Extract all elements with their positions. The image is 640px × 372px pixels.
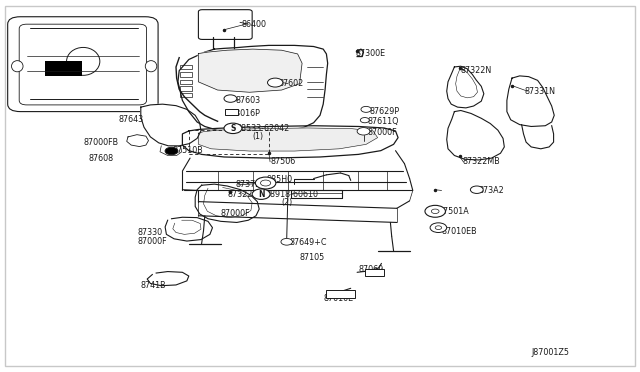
Polygon shape xyxy=(198,128,378,151)
Bar xyxy=(365,269,384,276)
Circle shape xyxy=(224,123,242,134)
Text: 87322M: 87322M xyxy=(228,190,260,199)
Circle shape xyxy=(470,186,483,193)
Circle shape xyxy=(165,147,178,155)
Text: 87069: 87069 xyxy=(358,265,383,274)
Text: 87010EB: 87010EB xyxy=(442,227,477,236)
Polygon shape xyxy=(182,126,398,158)
Polygon shape xyxy=(147,272,189,286)
Circle shape xyxy=(361,106,371,112)
Text: 87608: 87608 xyxy=(88,154,113,163)
Circle shape xyxy=(430,223,447,232)
Polygon shape xyxy=(178,45,328,131)
Circle shape xyxy=(425,205,445,217)
Text: 985H0: 985H0 xyxy=(266,175,292,184)
Bar xyxy=(180,65,192,69)
Bar xyxy=(180,86,192,91)
Text: 86400: 86400 xyxy=(242,20,267,29)
Text: 87501A: 87501A xyxy=(438,207,469,216)
Polygon shape xyxy=(447,66,484,108)
Text: (1): (1) xyxy=(253,132,264,141)
Text: 873A2: 873A2 xyxy=(479,186,504,195)
Circle shape xyxy=(255,177,276,189)
Text: 87331N: 87331N xyxy=(525,87,556,96)
Bar xyxy=(45,61,82,76)
Circle shape xyxy=(357,128,370,135)
Ellipse shape xyxy=(12,61,23,72)
Text: 87010E: 87010E xyxy=(324,294,354,303)
Polygon shape xyxy=(198,49,302,92)
Text: 87105: 87105 xyxy=(300,253,324,262)
Text: 87322N: 87322N xyxy=(461,66,492,75)
Text: 87611Q: 87611Q xyxy=(367,117,399,126)
Text: S: S xyxy=(230,124,236,133)
Text: 87372N: 87372N xyxy=(236,180,267,189)
Polygon shape xyxy=(195,184,259,222)
Bar xyxy=(326,290,355,298)
Polygon shape xyxy=(447,110,504,160)
Polygon shape xyxy=(507,76,554,126)
FancyBboxPatch shape xyxy=(198,10,252,39)
Text: 8741B: 8741B xyxy=(141,281,166,290)
Text: 87510B: 87510B xyxy=(173,146,204,155)
Text: 87629P: 87629P xyxy=(370,107,400,116)
Bar xyxy=(225,109,238,115)
Polygon shape xyxy=(141,104,201,146)
Text: 87643: 87643 xyxy=(118,115,143,124)
Circle shape xyxy=(224,95,237,102)
Text: 87506: 87506 xyxy=(270,157,295,166)
Polygon shape xyxy=(522,125,554,149)
Text: 87602: 87602 xyxy=(278,79,303,88)
Text: 87000F: 87000F xyxy=(367,128,397,137)
Text: 87000FB: 87000FB xyxy=(83,138,118,147)
Circle shape xyxy=(268,78,283,87)
Ellipse shape xyxy=(145,61,157,72)
Circle shape xyxy=(360,118,369,123)
Bar xyxy=(180,80,192,84)
Text: 08918-60610: 08918-60610 xyxy=(266,190,319,199)
Text: 87603: 87603 xyxy=(236,96,260,105)
Text: 87322MB: 87322MB xyxy=(462,157,500,166)
Circle shape xyxy=(281,238,292,245)
Text: 87649+C: 87649+C xyxy=(289,238,327,247)
Text: 87300E: 87300E xyxy=(355,49,385,58)
Text: 08533-62042: 08533-62042 xyxy=(237,124,290,133)
Polygon shape xyxy=(165,217,212,241)
Text: J87001Z5: J87001Z5 xyxy=(531,348,569,357)
Text: 87330: 87330 xyxy=(138,228,163,237)
Text: N: N xyxy=(258,190,264,199)
Text: 98016P: 98016P xyxy=(230,109,260,118)
Text: 87000F: 87000F xyxy=(220,209,250,218)
FancyBboxPatch shape xyxy=(8,17,158,112)
Circle shape xyxy=(252,189,270,199)
Bar xyxy=(180,93,192,97)
Text: 87000F: 87000F xyxy=(138,237,167,246)
Bar xyxy=(180,72,192,77)
Polygon shape xyxy=(127,135,148,147)
Text: (2): (2) xyxy=(282,198,293,207)
